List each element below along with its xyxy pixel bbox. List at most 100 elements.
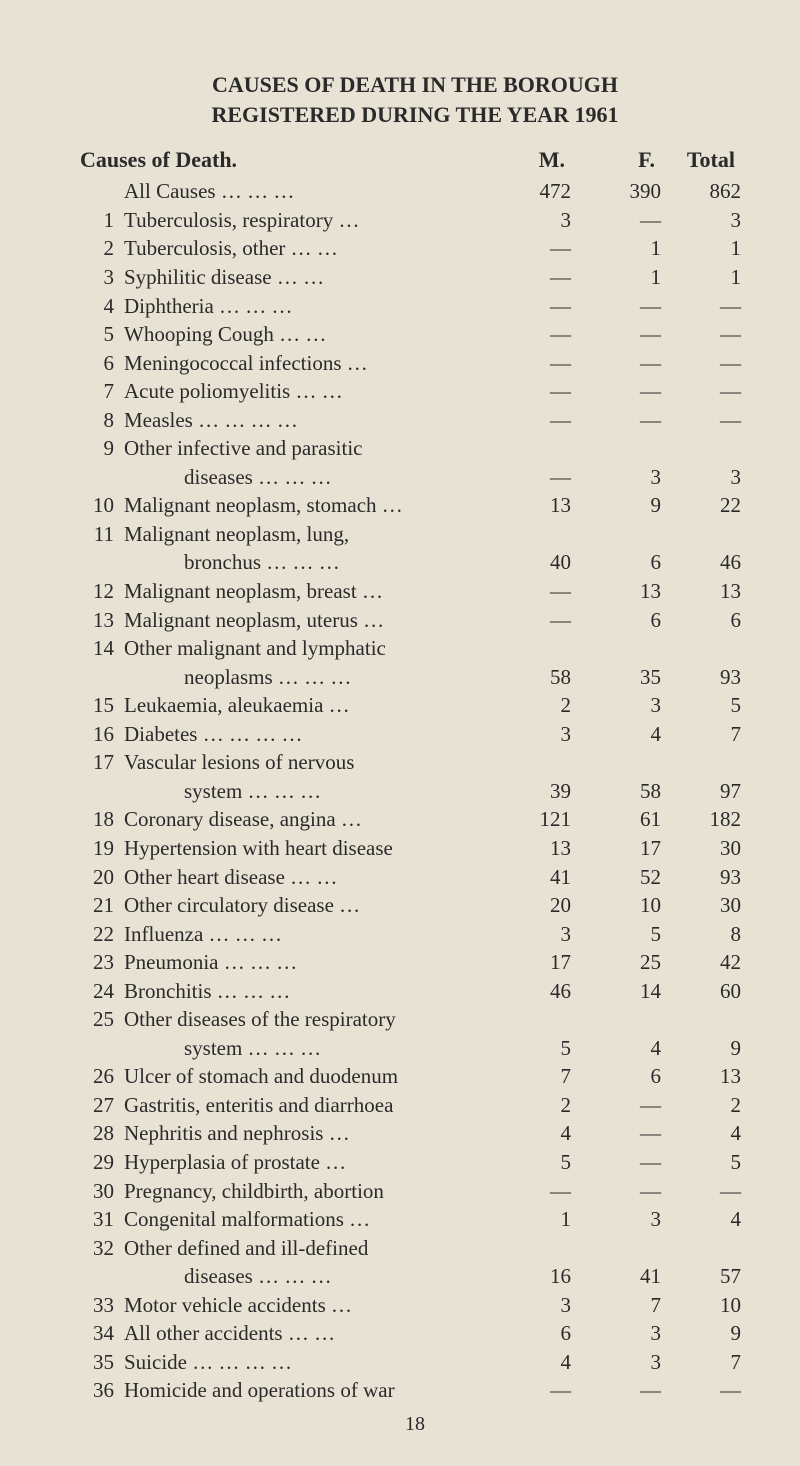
row-number: 19 bbox=[80, 834, 124, 863]
row-number: 21 bbox=[80, 891, 124, 920]
cause-text: Hypertension with heart disease bbox=[124, 834, 481, 863]
table-row: neoplasms … … …583593 bbox=[80, 663, 750, 692]
value-total: 7 bbox=[661, 1348, 741, 1377]
table-row: 20Other heart disease … …415293 bbox=[80, 863, 750, 892]
value-m: 3 bbox=[481, 206, 571, 235]
table-row: 18Coronary disease, angina …12161182 bbox=[80, 805, 750, 834]
value-m: — bbox=[481, 349, 571, 378]
value-f: — bbox=[571, 377, 661, 406]
value-total: 5 bbox=[661, 691, 741, 720]
page-number: 18 bbox=[80, 1413, 750, 1436]
cause-text: Whooping Cough … … bbox=[124, 320, 481, 349]
table-row: 10Malignant neoplasm, stomach …13922 bbox=[80, 491, 750, 520]
row-number: 25 bbox=[80, 1005, 124, 1034]
cause-text: bronchus … … … bbox=[124, 548, 481, 577]
row-number: 23 bbox=[80, 948, 124, 977]
row-number: 14 bbox=[80, 634, 124, 663]
value-m: 16 bbox=[481, 1262, 571, 1291]
value-total: 1 bbox=[661, 263, 741, 292]
value-m: 39 bbox=[481, 777, 571, 806]
row-number: 15 bbox=[80, 691, 124, 720]
table-row: 33Motor vehicle accidents …3710 bbox=[80, 1291, 750, 1320]
title-line-1: CAUSES OF DEATH IN THE BOROUGH bbox=[80, 70, 750, 100]
table-row: All Causes … … …472390862 bbox=[80, 177, 750, 206]
cause-text: Influenza … … … bbox=[124, 920, 481, 949]
value-f: 17 bbox=[571, 834, 661, 863]
value-total: 8 bbox=[661, 920, 741, 949]
value-m: 3 bbox=[481, 720, 571, 749]
value-f: 6 bbox=[571, 1062, 661, 1091]
value-m: 17 bbox=[481, 948, 571, 977]
value-m: 40 bbox=[481, 548, 571, 577]
cause-text: Bronchitis … … … bbox=[124, 977, 481, 1006]
value-m: — bbox=[481, 320, 571, 349]
value-total: 4 bbox=[661, 1119, 741, 1148]
cause-text: All Causes … … … bbox=[124, 177, 481, 206]
cause-text: diseases … … … bbox=[124, 1262, 481, 1291]
table-row: 7Acute poliomyelitis … …——— bbox=[80, 377, 750, 406]
value-m: 3 bbox=[481, 920, 571, 949]
value-m: 2 bbox=[481, 691, 571, 720]
value-f: 3 bbox=[571, 1348, 661, 1377]
value-total: 9 bbox=[661, 1319, 741, 1348]
cause-text: Gastritis, enteritis and diarrhoea bbox=[124, 1091, 481, 1120]
value-f: — bbox=[571, 1119, 661, 1148]
value-total: 22 bbox=[661, 491, 741, 520]
value-m: — bbox=[481, 463, 571, 492]
value-f: — bbox=[571, 1091, 661, 1120]
document-page: CAUSES OF DEATH IN THE BOROUGH REGISTERE… bbox=[0, 0, 800, 1466]
value-f: 3 bbox=[571, 1205, 661, 1234]
value-total: — bbox=[661, 406, 741, 435]
value-f: 3 bbox=[571, 463, 661, 492]
value-f: 5 bbox=[571, 920, 661, 949]
value-f: 6 bbox=[571, 548, 661, 577]
table-row: 35Suicide … … … …437 bbox=[80, 1348, 750, 1377]
value-total: — bbox=[661, 349, 741, 378]
row-number: 12 bbox=[80, 577, 124, 606]
cause-text: Malignant neoplasm, stomach … bbox=[124, 491, 481, 520]
table-row: 21Other circulatory disease …201030 bbox=[80, 891, 750, 920]
value-f: 14 bbox=[571, 977, 661, 1006]
table-row: 4Diphtheria … … …——— bbox=[80, 292, 750, 321]
cause-text: Malignant neoplasm, uterus … bbox=[124, 606, 481, 635]
cause-text: Leukaemia, aleukaemia … bbox=[124, 691, 481, 720]
table-row: 12Malignant neoplasm, breast …—1313 bbox=[80, 577, 750, 606]
row-number: 11 bbox=[80, 520, 124, 549]
row-number: 13 bbox=[80, 606, 124, 635]
row-number: 29 bbox=[80, 1148, 124, 1177]
row-number: 20 bbox=[80, 863, 124, 892]
row-number: 27 bbox=[80, 1091, 124, 1120]
cause-text: All other accidents … … bbox=[124, 1319, 481, 1348]
table-row: 24Bronchitis … … …461460 bbox=[80, 977, 750, 1006]
table-row: 28Nephritis and nephrosis …4—4 bbox=[80, 1119, 750, 1148]
value-total: — bbox=[661, 320, 741, 349]
table-row: 32Other defined and ill-defined bbox=[80, 1234, 750, 1263]
value-total: 57 bbox=[661, 1262, 741, 1291]
value-m: 13 bbox=[481, 834, 571, 863]
value-m: 46 bbox=[481, 977, 571, 1006]
value-m: 20 bbox=[481, 891, 571, 920]
column-header-row: Causes of Death. M. F. Total bbox=[80, 147, 750, 173]
cause-text: system … … … bbox=[124, 777, 481, 806]
table-row: diseases … … …—33 bbox=[80, 463, 750, 492]
table-row: 11Malignant neoplasm, lung, bbox=[80, 520, 750, 549]
table-row: bronchus … … …40646 bbox=[80, 548, 750, 577]
value-m: — bbox=[481, 577, 571, 606]
value-m: — bbox=[481, 406, 571, 435]
table-row: 29Hyperplasia of prostate …5—5 bbox=[80, 1148, 750, 1177]
value-f: — bbox=[571, 349, 661, 378]
value-total: 93 bbox=[661, 663, 741, 692]
row-number: 3 bbox=[80, 263, 124, 292]
table-row: 6Meningococcal infections …——— bbox=[80, 349, 750, 378]
cause-text: Other infective and parasitic bbox=[124, 434, 481, 463]
table-row: 5Whooping Cough … …——— bbox=[80, 320, 750, 349]
table-row: 17Vascular lesions of nervous bbox=[80, 748, 750, 777]
title-block: CAUSES OF DEATH IN THE BOROUGH REGISTERE… bbox=[80, 70, 750, 129]
value-f: 41 bbox=[571, 1262, 661, 1291]
value-m: — bbox=[481, 263, 571, 292]
value-f: 25 bbox=[571, 948, 661, 977]
table-row: 26Ulcer of stomach and duodenum7613 bbox=[80, 1062, 750, 1091]
value-total: 42 bbox=[661, 948, 741, 977]
table-row: 27Gastritis, enteritis and diarrhoea2—2 bbox=[80, 1091, 750, 1120]
row-number: 6 bbox=[80, 349, 124, 378]
